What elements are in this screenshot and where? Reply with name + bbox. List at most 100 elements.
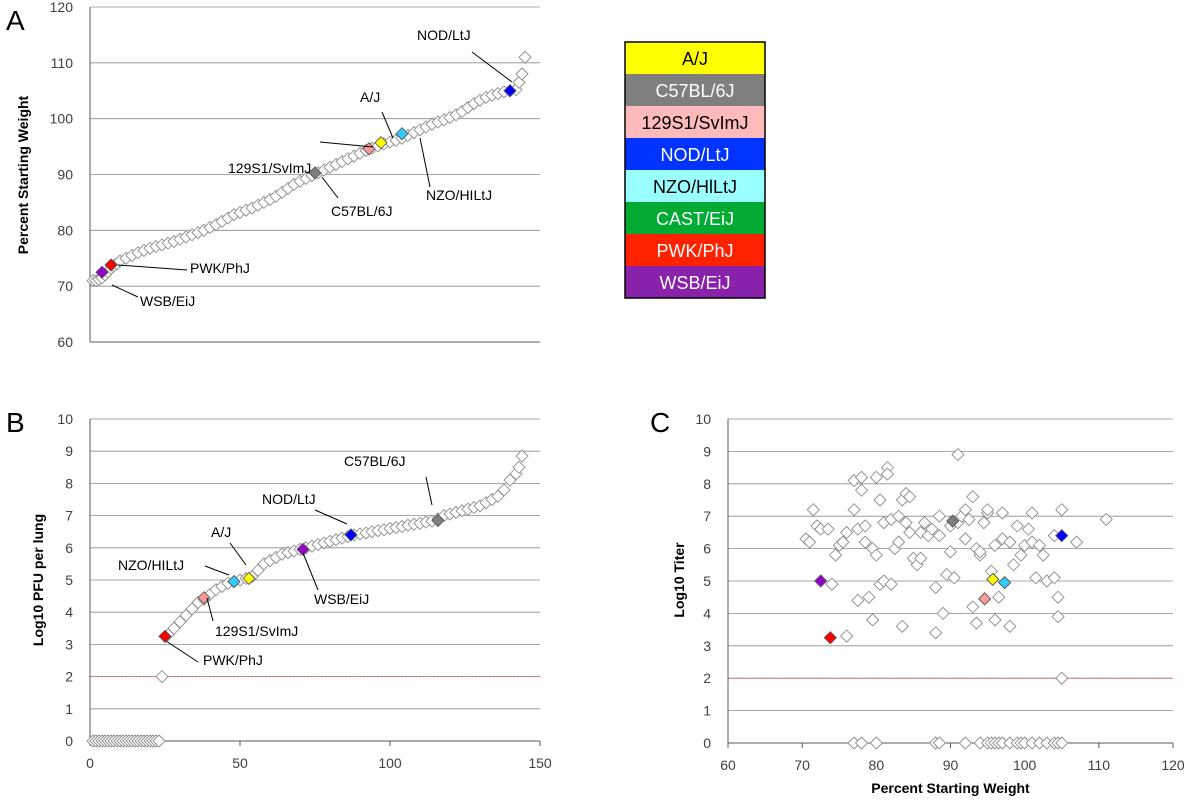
strain-point [158, 629, 172, 643]
strain-point [823, 631, 837, 645]
data-point [951, 448, 965, 462]
annotation-label: WSB/EiJ [140, 293, 195, 309]
data-point [1051, 590, 1065, 604]
data-point [840, 525, 854, 540]
annotation-leader [319, 141, 374, 148]
data-point [869, 548, 883, 562]
data-point [1021, 522, 1036, 536]
panel-label-c: C [650, 407, 670, 438]
y-tick-label: 2 [65, 669, 73, 685]
data-point [962, 512, 976, 527]
data-point [1051, 610, 1065, 624]
x-tick-label: 0 [86, 755, 94, 771]
strain-point [104, 258, 118, 272]
legend-label: WSB/EiJ [659, 273, 730, 293]
data-point [1010, 519, 1024, 533]
data-point [152, 734, 166, 748]
annotation-label: NOD/LtJ [417, 27, 471, 43]
data-point [869, 470, 883, 484]
strain-point [814, 574, 828, 588]
data-point [936, 606, 950, 621]
strain-point [986, 572, 1000, 587]
y-tick-label: 1 [65, 701, 73, 717]
data-point [958, 736, 972, 750]
x-tick-label: 150 [528, 755, 552, 771]
y-tick-label: 0 [65, 733, 73, 749]
data-point [929, 580, 943, 595]
y-tick-label: 5 [65, 572, 73, 588]
data-point [1003, 535, 1017, 549]
data-point [969, 616, 984, 630]
data-point [858, 519, 872, 533]
y-tick-label: 10 [695, 411, 711, 427]
x-tick-label: 110 [1088, 757, 1111, 773]
legend-label: 129S1/SvImJ [641, 113, 748, 133]
data-point [1025, 506, 1039, 520]
data-point [884, 577, 898, 591]
annotation-label: A/J [360, 89, 380, 105]
data-point [973, 545, 987, 559]
y-tick-label: 3 [703, 638, 711, 654]
annotation-leader [117, 264, 188, 271]
y-tick-label: 3 [65, 636, 73, 652]
strain-point [308, 166, 322, 180]
data-point [1029, 571, 1043, 585]
data-point [925, 522, 939, 536]
legend-swatch [625, 74, 765, 106]
y-tick-label: 6 [65, 540, 73, 556]
data-point [515, 449, 529, 463]
strain-point [395, 127, 409, 141]
data-point [851, 593, 865, 608]
data-point [869, 736, 883, 750]
data-point [977, 516, 991, 530]
data-point [1014, 548, 1028, 562]
y-tick-label: 60 [57, 334, 73, 350]
strain-point [197, 591, 211, 605]
strain-point [977, 592, 992, 606]
data-point [1032, 538, 1047, 552]
legend-label: NZO/HlLtJ [653, 177, 737, 197]
legend-border [624, 41, 766, 299]
data-point [988, 538, 1002, 552]
legend-swatch [625, 170, 765, 202]
strain-point [344, 528, 358, 542]
y-tick-label: 8 [65, 475, 73, 491]
data-point [155, 669, 169, 684]
data-point [958, 503, 972, 517]
data-point [862, 590, 876, 604]
strain-point [1055, 529, 1069, 543]
data-point [1006, 558, 1021, 572]
data-point [865, 613, 880, 627]
data-point [914, 551, 928, 565]
data-point [512, 460, 526, 474]
data-point [858, 535, 872, 549]
y-tick-label: 1 [703, 703, 711, 719]
x-tick-label: 80 [869, 757, 885, 773]
x-tick-label: 90 [943, 757, 959, 773]
data-point [903, 490, 917, 504]
data-point [940, 567, 954, 582]
data-point [992, 590, 1006, 604]
data-point [821, 522, 835, 536]
data-point [891, 509, 906, 523]
data-point [828, 548, 843, 562]
data-point [880, 467, 895, 481]
y-tick-label: 9 [703, 443, 711, 459]
data-point [891, 535, 906, 549]
x-tick-label: 50 [232, 755, 248, 771]
panel-label-b: B [6, 407, 25, 438]
annotation-label: PWK/PhJ [203, 652, 263, 668]
data-point [1099, 512, 1113, 527]
strain-point [95, 265, 109, 279]
data-point [854, 483, 869, 497]
annotation-leader [111, 284, 139, 298]
strain-point [242, 571, 256, 586]
y-tick-label: 7 [65, 508, 73, 524]
data-point [958, 532, 972, 546]
x-tick-label: 100 [1013, 757, 1037, 773]
data-point [966, 490, 980, 504]
data-point [515, 67, 529, 81]
annotation-leader [229, 542, 247, 566]
strain-point [946, 514, 960, 528]
